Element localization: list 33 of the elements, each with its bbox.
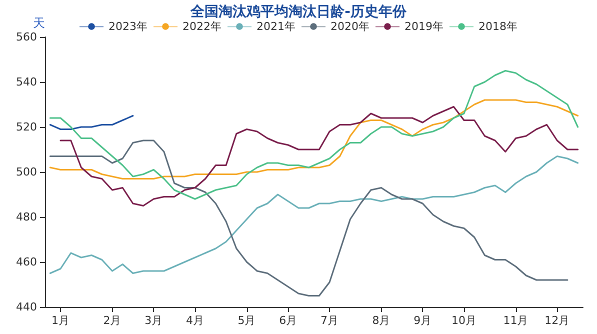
legend-label: 2022年 <box>182 20 222 33</box>
legend-label: 2023年 <box>108 20 148 33</box>
x-tick-label: 11月 <box>503 314 528 327</box>
line-series <box>49 156 579 274</box>
x-tick-label: 5月 <box>238 314 256 327</box>
x-tick-label: 2月 <box>103 314 122 327</box>
x-tick-label: 6月 <box>279 314 298 327</box>
y-tick-label: 460 <box>16 256 37 268</box>
legend-label: 2020年 <box>330 20 370 33</box>
legend-label: 2018年 <box>478 20 518 33</box>
y-tick-label: 560 <box>16 30 37 44</box>
y-tick-label: 540 <box>16 76 37 88</box>
x-tick-label: 4月 <box>186 314 204 327</box>
x-tick-label: 9月 <box>414 314 432 327</box>
x-tick-label: 8月 <box>372 314 390 327</box>
line-series <box>60 106 579 206</box>
y-tick-label: 440 <box>16 300 37 314</box>
x-tick-label: 12月 <box>544 314 570 327</box>
y-tick-label: 500 <box>16 166 37 178</box>
chart-title: 全国淘汰鸡平均淘汰日龄-历史年份 <box>190 4 408 20</box>
legend-label: 2021年 <box>256 20 296 33</box>
y-tick-label: 520 <box>16 120 37 134</box>
line-series <box>49 99 579 180</box>
y-tick-label: 480 <box>16 210 37 224</box>
x-tick-label: 10月 <box>452 314 477 327</box>
x-tick-label: 3月 <box>144 314 163 327</box>
x-tick-label: 7月 <box>320 314 339 327</box>
y-axis-title: 天 <box>33 16 45 30</box>
legend-label: 2019年 <box>404 20 444 33</box>
line-series <box>49 140 568 296</box>
line-series <box>49 70 579 200</box>
x-tick-label: 1月 <box>52 314 70 327</box>
line-series <box>49 115 134 130</box>
